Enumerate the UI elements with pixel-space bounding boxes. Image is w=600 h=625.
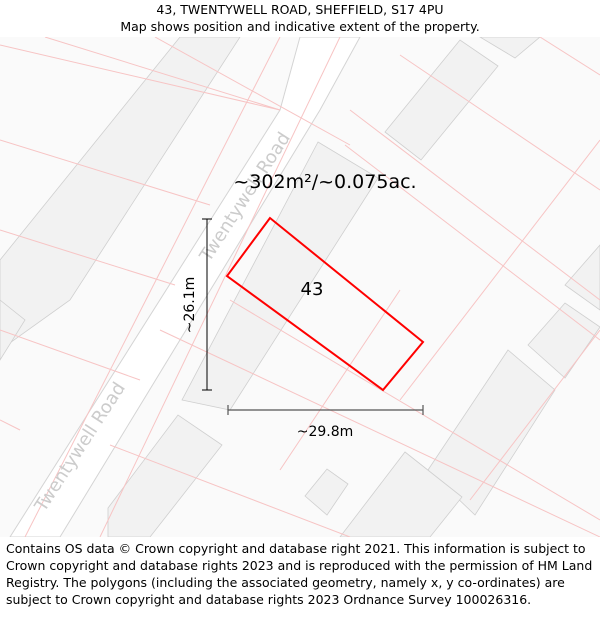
width-measure — [227, 405, 424, 415]
plot-number: 43 — [301, 279, 324, 300]
area-label: ~302m²/~0.075ac. — [233, 171, 416, 193]
buildings — [0, 36, 600, 538]
property-address-title: 43, TWENTYWELL ROAD, SHEFFIELD, S17 4PU — [156, 2, 444, 17]
height-measure-label: ~26.1m — [182, 277, 198, 334]
map-header: 43, TWENTYWELL ROAD, SHEFFIELD, S17 4PU … — [0, 0, 600, 35]
copyright-notice: Contains OS data © Crown copyright and d… — [6, 541, 593, 607]
map-subtitle: Map shows position and indicative extent… — [120, 19, 480, 34]
height-measure — [202, 218, 212, 391]
width-measure-label: ~29.8m — [297, 424, 354, 440]
property-map[interactable]: Twentywell Road Twentywell Road 43 ~302m… — [0, 36, 600, 538]
property-boundary[interactable] — [225, 216, 425, 392]
